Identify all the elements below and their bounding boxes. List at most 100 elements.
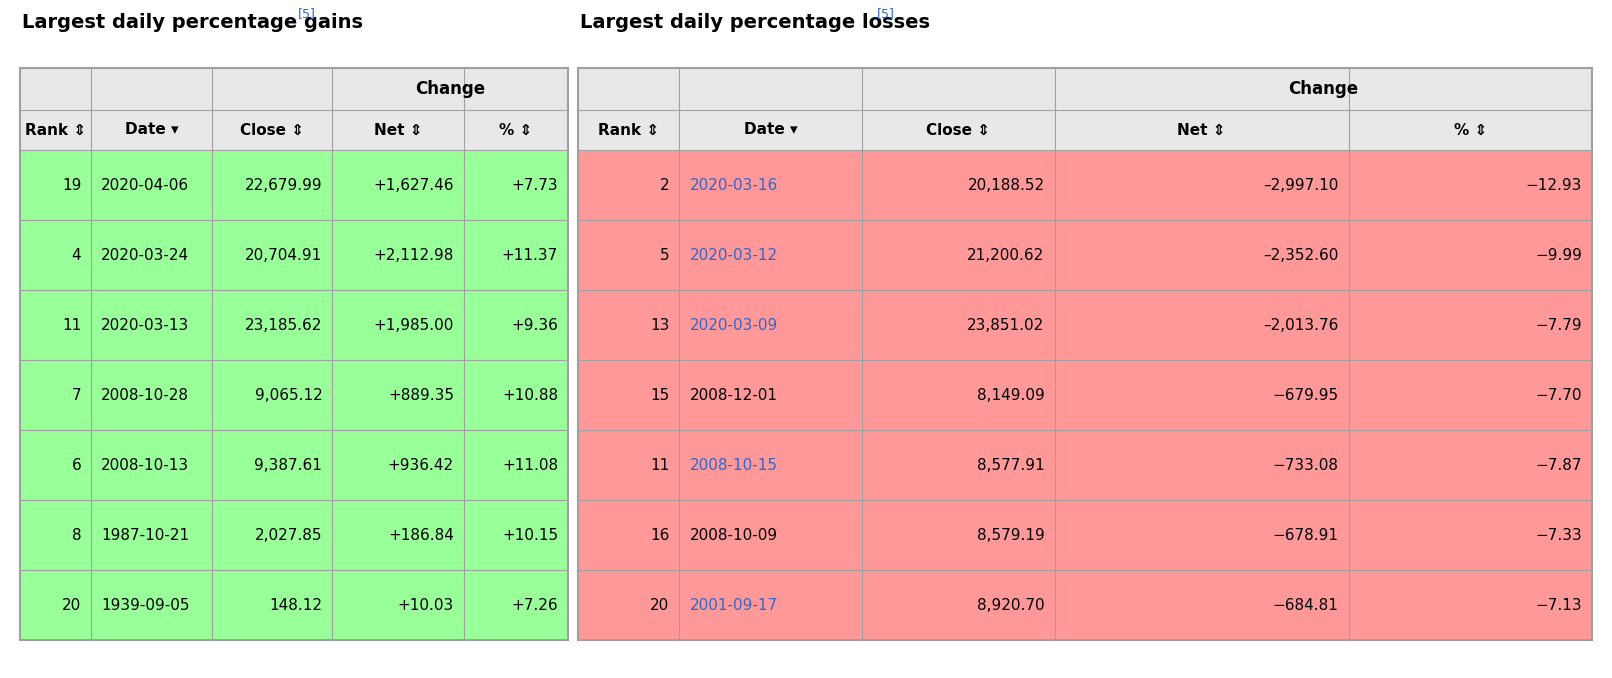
Text: −7.87: −7.87 [1536, 458, 1581, 473]
Text: +2,112.98: +2,112.98 [374, 247, 455, 262]
Text: 11: 11 [650, 458, 669, 473]
Bar [579, 220, 1593, 290]
Text: 2008-10-28: 2008-10-28 [102, 388, 189, 403]
Text: –2,352.60: –2,352.60 [1264, 247, 1338, 262]
Text: Date ▾: Date ▾ [743, 123, 798, 138]
Bar [579, 68, 1593, 640]
Bar [19, 150, 567, 220]
Text: 20: 20 [61, 597, 81, 612]
Text: 16: 16 [650, 527, 669, 542]
Bar [19, 570, 567, 640]
Text: 20,188.52: 20,188.52 [967, 178, 1045, 193]
Bar [19, 68, 567, 640]
Text: 8,149.09: 8,149.09 [977, 388, 1045, 403]
Text: 2020-03-13: 2020-03-13 [102, 317, 190, 332]
Bar [19, 430, 567, 500]
Text: 23,851.02: 23,851.02 [967, 317, 1045, 332]
Text: −678.91: −678.91 [1272, 527, 1338, 542]
Bar [19, 220, 567, 290]
Text: +936.42: +936.42 [388, 458, 455, 473]
Text: +11.08: +11.08 [501, 458, 558, 473]
Text: Close ⇕: Close ⇕ [927, 123, 990, 138]
Text: +1,627.46: +1,627.46 [374, 178, 455, 193]
Text: −7.33: −7.33 [1535, 527, 1581, 542]
Text: 8,579.19: 8,579.19 [977, 527, 1045, 542]
Bar [579, 430, 1593, 500]
Text: Date ▾: Date ▾ [124, 123, 179, 138]
Text: 20,704.91: 20,704.91 [245, 247, 322, 262]
Text: 2001-09-17: 2001-09-17 [690, 597, 777, 612]
Text: 2020-03-12: 2020-03-12 [690, 247, 777, 262]
Text: 9,387.61: 9,387.61 [255, 458, 322, 473]
Text: 5: 5 [659, 247, 669, 262]
Text: 2020-03-09: 2020-03-09 [690, 317, 777, 332]
Text: 2020-04-06: 2020-04-06 [102, 178, 189, 193]
Text: Net ⇕: Net ⇕ [374, 123, 422, 138]
Text: % ⇕: % ⇕ [500, 123, 532, 138]
Text: Close ⇕: Close ⇕ [240, 123, 305, 138]
Text: Largest daily percentage losses: Largest daily percentage losses [580, 14, 930, 33]
Text: 13: 13 [650, 317, 669, 332]
Text: −684.81: −684.81 [1273, 597, 1338, 612]
Text: 2020-03-24: 2020-03-24 [102, 247, 189, 262]
Text: Change: Change [416, 80, 485, 98]
Text: 2008-10-13: 2008-10-13 [102, 458, 189, 473]
Text: +10.03: +10.03 [398, 597, 455, 612]
Bar [579, 68, 1593, 640]
Text: 11: 11 [61, 317, 81, 332]
Bar [19, 68, 567, 640]
Text: 20: 20 [650, 597, 669, 612]
Text: 7: 7 [71, 388, 81, 403]
Text: 21,200.62: 21,200.62 [967, 247, 1045, 262]
Text: 2008-12-01: 2008-12-01 [690, 388, 777, 403]
Text: +7.73: +7.73 [511, 178, 558, 193]
Bar [579, 360, 1593, 430]
Text: −7.79: −7.79 [1535, 317, 1581, 332]
Text: 2008-10-15: 2008-10-15 [690, 458, 777, 473]
Text: +7.26: +7.26 [511, 597, 558, 612]
Text: +889.35: +889.35 [388, 388, 455, 403]
Text: −679.95: −679.95 [1272, 388, 1338, 403]
Text: –2,013.76: –2,013.76 [1264, 317, 1338, 332]
Bar [579, 570, 1593, 640]
Text: –2,997.10: –2,997.10 [1264, 178, 1338, 193]
Text: +186.84: +186.84 [388, 527, 455, 542]
Text: 2008-10-09: 2008-10-09 [690, 527, 777, 542]
Text: 23,185.62: 23,185.62 [245, 317, 322, 332]
Bar [19, 360, 567, 430]
Bar [19, 290, 567, 360]
Text: 15: 15 [650, 388, 669, 403]
Text: −9.99: −9.99 [1535, 247, 1581, 262]
Bar [579, 150, 1593, 220]
Text: −7.70: −7.70 [1536, 388, 1581, 403]
Text: −7.13: −7.13 [1535, 597, 1581, 612]
Bar [19, 500, 567, 570]
Text: +9.36: +9.36 [511, 317, 558, 332]
Text: % ⇕: % ⇕ [1454, 123, 1486, 138]
Text: +10.15: +10.15 [501, 527, 558, 542]
Text: 22,679.99: 22,679.99 [245, 178, 322, 193]
Text: Net ⇕: Net ⇕ [1177, 123, 1225, 138]
Text: 1939-09-05: 1939-09-05 [102, 597, 190, 612]
Text: 2020-03-16: 2020-03-16 [690, 178, 777, 193]
Text: Change: Change [1288, 80, 1359, 98]
Text: 6: 6 [71, 458, 81, 473]
Text: +10.88: +10.88 [501, 388, 558, 403]
Text: 8: 8 [71, 527, 81, 542]
Text: [5]: [5] [298, 7, 316, 20]
Text: 2,027.85: 2,027.85 [255, 527, 322, 542]
Text: 4: 4 [71, 247, 81, 262]
Text: 2: 2 [659, 178, 669, 193]
Text: Rank ⇕: Rank ⇕ [598, 123, 659, 138]
Text: +11.37: +11.37 [501, 247, 558, 262]
Text: 19: 19 [61, 178, 81, 193]
Text: Largest daily percentage gains: Largest daily percentage gains [23, 14, 363, 33]
Text: 8,920.70: 8,920.70 [977, 597, 1045, 612]
Text: 148.12: 148.12 [269, 597, 322, 612]
Text: −12.93: −12.93 [1525, 178, 1581, 193]
Text: Rank ⇕: Rank ⇕ [26, 123, 85, 138]
Bar [579, 290, 1593, 360]
Text: 9,065.12: 9,065.12 [255, 388, 322, 403]
Text: −733.08: −733.08 [1272, 458, 1338, 473]
Text: +1,985.00: +1,985.00 [374, 317, 455, 332]
